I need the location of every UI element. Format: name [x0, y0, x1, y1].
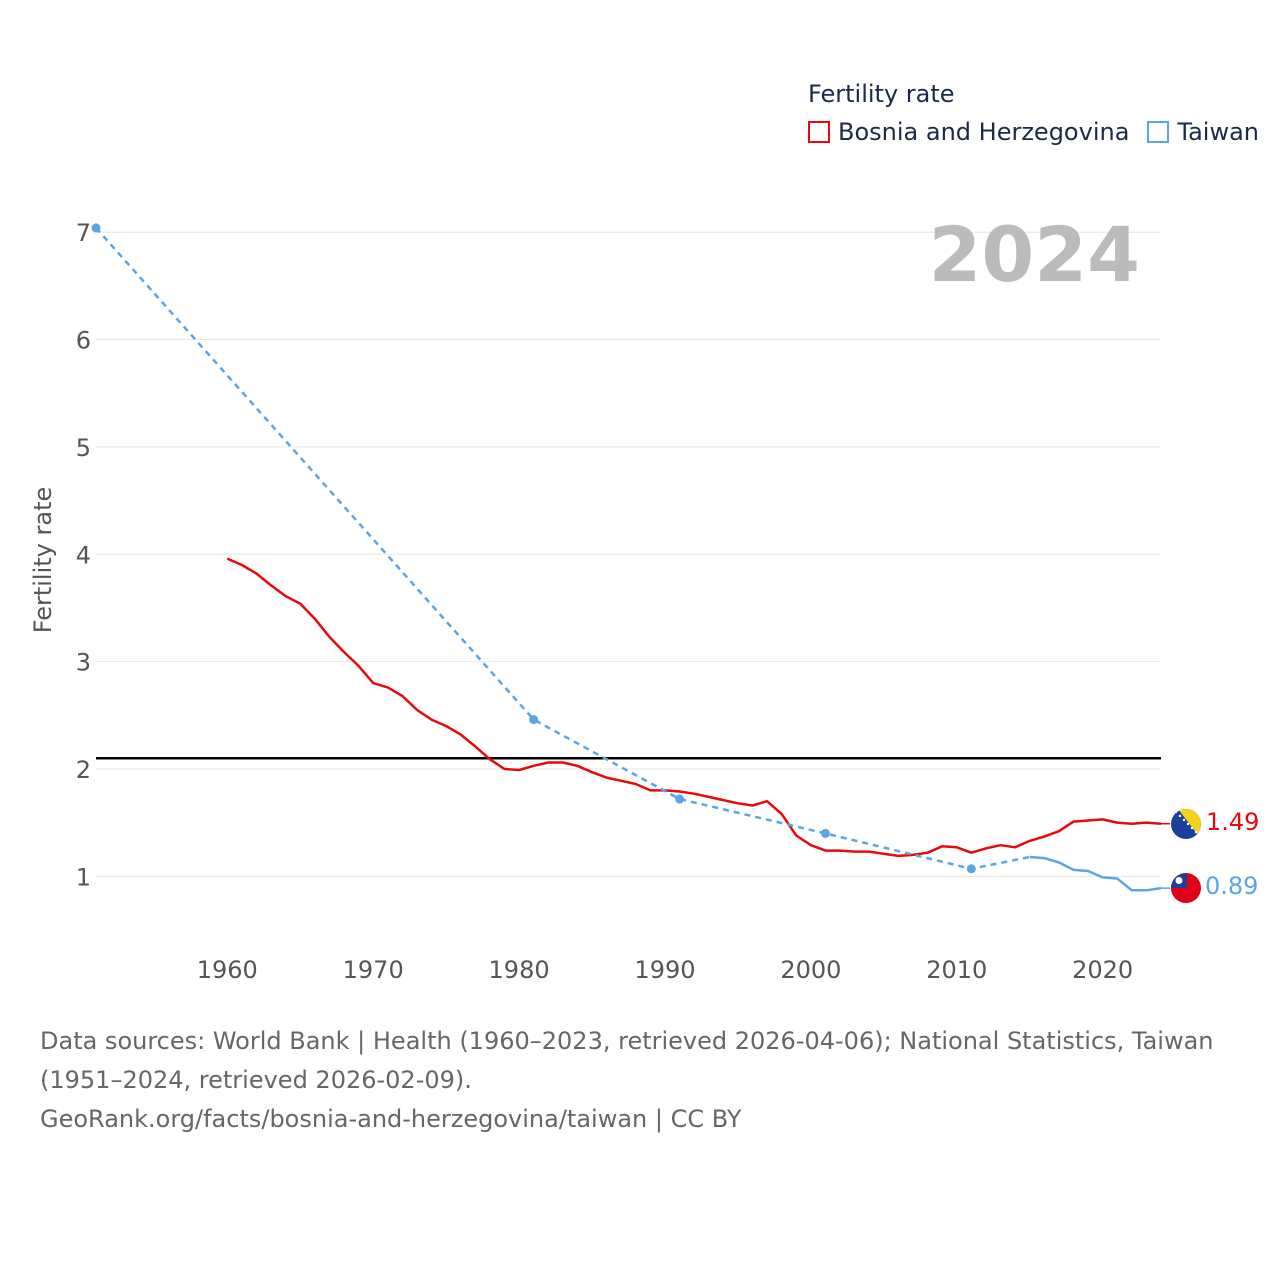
- x-tick-label: 1960: [197, 956, 258, 984]
- y-axis-label: Fertility rate: [29, 487, 57, 634]
- data-point-taiwan: [675, 794, 685, 804]
- x-axis: 1960 1970 1980 1990 2000 2010 2020: [197, 956, 1133, 984]
- x-tick-label: 2000: [780, 956, 841, 984]
- source-note: Data sources: World Bank | Health (1960–…: [40, 1022, 1250, 1139]
- y-axis: 1 2 3 4 5 6 7: [76, 219, 91, 891]
- legend: Fertility rate Bosnia and Herzegovina Ta…: [808, 80, 1277, 146]
- series-line-taiwan: [1029, 855, 1162, 892]
- legend-title: Fertility rate: [808, 80, 955, 108]
- taiwan-flag: [1171, 873, 1201, 903]
- y-tick-label: 7: [76, 219, 91, 247]
- legend-label-bosnia: Bosnia and Herzegovina: [838, 118, 1130, 146]
- y-tick-label: 2: [76, 756, 91, 784]
- data-point-taiwan: [820, 828, 830, 838]
- y-tick-label: 5: [76, 434, 91, 462]
- source-link[interactable]: GeoRank.org/facts/bosnia-and-herzegovina…: [40, 1105, 742, 1133]
- legend-swatch-taiwan: [1147, 121, 1170, 143]
- series-line-bosnia: [226, 557, 1162, 858]
- x-tick-label: 1980: [489, 956, 550, 984]
- series-lines: [91, 223, 1170, 892]
- legend-item-taiwan[interactable]: Taiwan: [1147, 118, 1259, 146]
- line-chart: 1 2 3 4 5 6 7 1960 1970 1980 1990 2000 2010 2020 Fer…: [29, 210, 1259, 984]
- x-tick-label: 1990: [634, 956, 695, 984]
- legend-label-taiwan: Taiwan: [1177, 118, 1260, 146]
- end-label-bosnia: 1.49: [1206, 808, 1259, 836]
- x-tick-label: 1970: [343, 956, 404, 984]
- x-tick-label: 2020: [1072, 956, 1133, 984]
- legend-swatch-bosnia: [808, 121, 830, 143]
- x-tick-label: 2010: [926, 956, 987, 984]
- data-point-taiwan: [91, 223, 101, 233]
- legend-item-bosnia[interactable]: Bosnia and Herzegovina: [808, 118, 1129, 146]
- y-tick-label: 4: [76, 541, 91, 569]
- grid-lines: [96, 231, 1161, 877]
- y-tick-label: 6: [76, 327, 91, 355]
- data-point-taiwan: [966, 864, 976, 874]
- y-tick-label: 3: [76, 649, 91, 677]
- year-label: 2024: [928, 210, 1140, 299]
- data-point-taiwan: [529, 715, 539, 725]
- source-text: Data sources: World Bank | Health (1960–…: [40, 1027, 1214, 1094]
- end-label-taiwan: 0.89: [1205, 872, 1258, 900]
- series-line-taiwan-dashed: [95, 227, 1030, 871]
- bosnia-flag: [1171, 809, 1201, 839]
- y-tick-label: 1: [76, 863, 91, 891]
